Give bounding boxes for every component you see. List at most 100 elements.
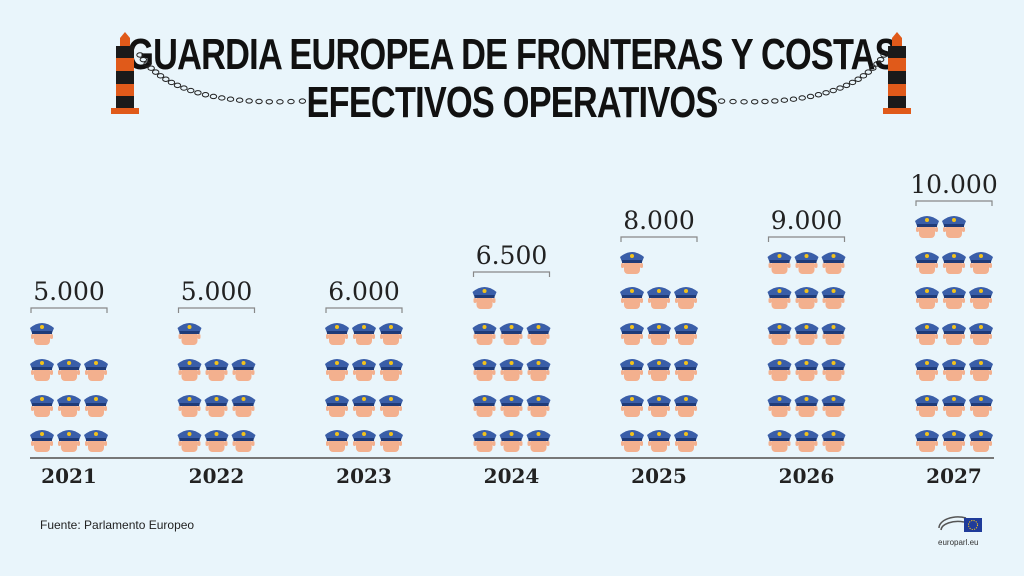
value-bracket <box>915 200 993 206</box>
officer-icon <box>620 359 644 381</box>
value-bracket <box>30 307 108 313</box>
officer-icon <box>674 359 698 381</box>
officer-icon <box>84 359 108 381</box>
officer-icon <box>526 323 551 345</box>
year-label: 2027 <box>926 464 982 488</box>
officer-icon <box>794 287 819 309</box>
chain-icon <box>717 52 888 105</box>
year-label: 2024 <box>484 464 540 488</box>
officer-icon <box>942 359 966 381</box>
officer-icon <box>177 323 202 345</box>
officer-icon <box>794 395 819 417</box>
officer-icon <box>821 359 846 381</box>
officer-icon <box>647 323 671 345</box>
officer-icon <box>674 430 698 452</box>
year-label: 2022 <box>189 464 245 488</box>
eu-parliament-logo-icon <box>938 516 982 532</box>
officer-icon <box>821 395 846 417</box>
officer-icon <box>177 359 202 381</box>
officer-icon <box>969 252 993 274</box>
border-post-icon <box>883 32 911 114</box>
chart-columns: 5.000 2021 5.000 2022 6.000 2023 6.500 2024 8.00… <box>30 170 998 488</box>
officer-icon <box>767 395 792 417</box>
source-note: Fuente: Parlamento Europeo <box>40 518 195 532</box>
officer-icon <box>325 359 349 381</box>
officer-icon <box>942 323 966 345</box>
officer-icon <box>30 395 54 417</box>
officer-icon <box>57 395 81 417</box>
year-column: 5.000 2022 <box>177 277 256 488</box>
officer-icon <box>352 395 376 417</box>
officer-icon <box>57 359 81 381</box>
year-column: 9.000 2026 <box>767 206 846 488</box>
value-label: 8.000 <box>623 206 695 235</box>
officer-icon <box>204 430 229 452</box>
officer-icon <box>969 395 993 417</box>
officer-icon <box>647 359 671 381</box>
value-label: 6.000 <box>328 277 400 306</box>
officer-icon <box>821 323 846 345</box>
officer-icon <box>794 359 819 381</box>
value-label: 10.000 <box>910 170 997 199</box>
chain-icon <box>136 52 307 105</box>
officer-icon <box>942 395 966 417</box>
officer-icon <box>231 359 256 381</box>
year-column: 5.000 2021 <box>30 277 108 488</box>
officer-icon <box>499 395 524 417</box>
officer-icon <box>472 323 497 345</box>
officer-icon <box>352 359 376 381</box>
value-bracket <box>620 236 698 242</box>
year-column: 6.000 2023 <box>325 277 403 488</box>
officer-icon <box>674 395 698 417</box>
officer-icon <box>499 323 524 345</box>
value-label: 5.000 <box>33 277 105 306</box>
officer-icon <box>472 430 497 452</box>
logo-text: europarl.eu <box>938 538 979 547</box>
officer-icon <box>204 359 229 381</box>
officer-icon <box>821 430 846 452</box>
officer-icon <box>969 359 993 381</box>
officer-icon <box>379 395 403 417</box>
officer-icon <box>499 359 524 381</box>
value-label: 9.000 <box>771 206 843 235</box>
officer-icon <box>620 323 644 345</box>
officer-icon <box>969 287 993 309</box>
value-bracket <box>472 271 551 277</box>
header-decoration <box>111 32 911 114</box>
officer-icon <box>84 430 108 452</box>
officer-icon <box>231 395 256 417</box>
officer-icon <box>915 430 939 452</box>
officer-icon <box>499 430 524 452</box>
officer-icon <box>620 430 644 452</box>
officer-icon <box>647 430 671 452</box>
border-post-icon <box>111 32 139 114</box>
officer-icon <box>915 359 939 381</box>
officer-icon <box>915 287 939 309</box>
officer-icon <box>30 323 54 345</box>
year-label: 2023 <box>336 464 392 488</box>
officer-icon <box>942 430 966 452</box>
officer-icon <box>30 359 54 381</box>
officer-icon <box>472 287 497 309</box>
year-label: 2025 <box>631 464 687 488</box>
officer-icon <box>472 395 497 417</box>
officer-icon <box>915 216 939 238</box>
officer-icon <box>526 430 551 452</box>
page-title: GUARDIA EUROPEA DE FRONTERAS Y COSTAS <box>127 30 897 79</box>
officer-icon <box>969 430 993 452</box>
officer-icon <box>620 395 644 417</box>
officer-icon <box>674 287 698 309</box>
officer-icon <box>915 252 939 274</box>
officer-icon <box>767 430 792 452</box>
officer-icon <box>325 323 349 345</box>
value-bracket <box>177 307 256 313</box>
officer-icon <box>177 430 202 452</box>
year-label: 2026 <box>779 464 835 488</box>
officer-icon <box>526 359 551 381</box>
officer-icon <box>325 395 349 417</box>
officer-icon <box>915 395 939 417</box>
officer-icon <box>647 395 671 417</box>
officer-icon <box>620 252 644 274</box>
officer-icon <box>352 323 376 345</box>
officer-icon <box>969 323 993 345</box>
